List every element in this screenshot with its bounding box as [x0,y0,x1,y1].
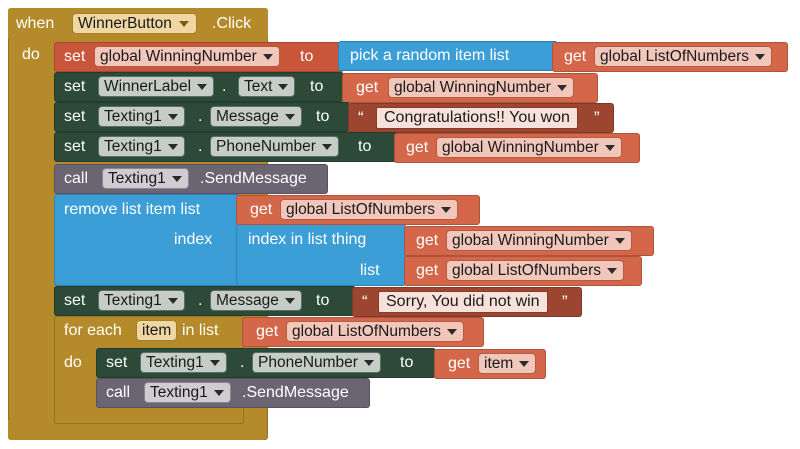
get-variable-dropdown[interactable]: global ListOfNumbers [280,199,459,220]
method-label: .SendMessage [242,384,349,401]
dot-label: . [198,292,203,309]
call-texting1-sendmessage-block[interactable] [54,164,328,194]
call-label: call [64,170,89,187]
chevron-down-icon [178,21,189,27]
variable-name: global WinningNumber [100,48,257,65]
set-label: set [64,48,86,65]
get-label: get [448,355,471,372]
get-variable-dropdown[interactable]: global ListOfNumbers [286,321,465,342]
to-label: to [310,78,324,95]
do-label: do [22,46,40,63]
get-variable-name: global ListOfNumbers [600,48,750,65]
property-name: Message [216,108,279,125]
component-name: Texting1 [104,138,162,155]
set-label: set [64,138,86,155]
get-label: get [256,323,279,340]
to-label: to [358,138,372,155]
to-label: to [300,48,314,65]
property-name: PhoneNumber [258,354,358,371]
remove-list-item-block[interactable] [54,194,240,286]
component-dropdown[interactable]: Texting1 [98,136,185,157]
property-name: Message [216,292,279,309]
in-list-label: in list [182,322,219,339]
property-dropdown[interactable]: PhoneNumber [210,136,339,157]
loop-variable-field[interactable]: item [136,320,178,341]
get-label: get [356,79,379,96]
property-dropdown[interactable]: Message [210,106,302,127]
event-component-dropdown[interactable]: WinnerButton [72,13,197,34]
get-label: get [406,139,429,156]
component-name: Texting1 [146,354,204,371]
get-variable-dropdown[interactable]: global WinningNumber [446,230,632,251]
get-variable-name: global ListOfNumbers [286,201,436,218]
to-label: to [316,292,330,309]
get-label: get [250,201,273,218]
dot-label: . [222,78,227,95]
index-label: index [174,231,213,248]
component-name: Texting1 [150,384,208,401]
list-label: list [360,262,380,279]
component-dropdown[interactable]: Texting1 [140,352,227,373]
component-name: Texting1 [104,108,162,125]
get-label: get [416,262,439,279]
component-dropdown[interactable]: Texting1 [102,168,189,189]
get-label: get [416,232,439,249]
event-name-label: .Click [212,15,252,32]
text-value-field[interactable]: Sorry, You did not win [378,291,548,313]
component-dropdown[interactable]: Texting1 [144,382,231,403]
event-footer [8,420,266,440]
set-label: set [64,108,86,125]
remove-list-item-label: remove list item list [64,201,201,218]
get-variable-dropdown[interactable]: global WinningNumber [388,77,574,98]
get-variable-name: global WinningNumber [394,79,551,96]
open-quote: “ [362,292,368,311]
pick-random-item-label: pick a random item list [350,47,510,64]
property-name: PhoneNumber [216,138,316,155]
dot-label: . [198,108,203,125]
method-label: .SendMessage [200,170,307,187]
get-label: get [564,48,587,65]
get-variable-name: global WinningNumber [442,139,599,156]
get-variable-dropdown[interactable]: item [478,353,537,374]
call-texting1-sendmessage-block[interactable] [96,378,370,408]
get-variable-name: item [484,355,514,372]
set-label: set [64,292,86,309]
get-variable-name: global ListOfNumbers [292,323,442,340]
close-quote: ” [562,292,568,311]
get-variable-dropdown[interactable]: global WinningNumber [436,137,622,158]
text-value-field[interactable]: Congratulations!! You won [376,107,578,129]
component-name: WinnerLabel [104,78,192,95]
property-dropdown[interactable]: PhoneNumber [252,352,381,373]
set-label: set [64,78,86,95]
get-variable-name: global WinningNumber [452,232,609,249]
property-dropdown[interactable]: Text [238,76,296,97]
when-label: when [16,15,55,32]
dot-label: . [198,138,203,155]
set-label: set [106,354,128,371]
component-dropdown[interactable]: Texting1 [98,290,185,311]
pick-random-item-block[interactable] [338,41,558,71]
get-variable-name: global ListOfNumbers [452,262,602,279]
component-name: Texting1 [108,170,166,187]
for-each-label: for each [64,322,122,339]
component-dropdown[interactable]: WinnerLabel [98,76,215,97]
property-dropdown[interactable]: Message [210,290,302,311]
component-dropdown[interactable]: Texting1 [98,106,185,127]
close-quote: ” [594,108,600,127]
variable-dropdown[interactable]: global WinningNumber [94,46,280,67]
open-quote: “ [358,108,364,127]
dot-label: . [240,354,245,371]
get-variable-dropdown[interactable]: global ListOfNumbers [594,46,773,67]
component-name: Texting1 [104,292,162,309]
property-name: Text [244,78,273,95]
get-variable-dropdown[interactable]: global ListOfNumbers [446,260,625,281]
call-label: call [106,384,131,401]
do-label: do [64,354,82,371]
index-in-list-label: index in list thing [248,231,367,248]
to-label: to [400,354,414,371]
to-label: to [316,108,330,125]
event-component-label: WinnerButton [78,15,172,32]
